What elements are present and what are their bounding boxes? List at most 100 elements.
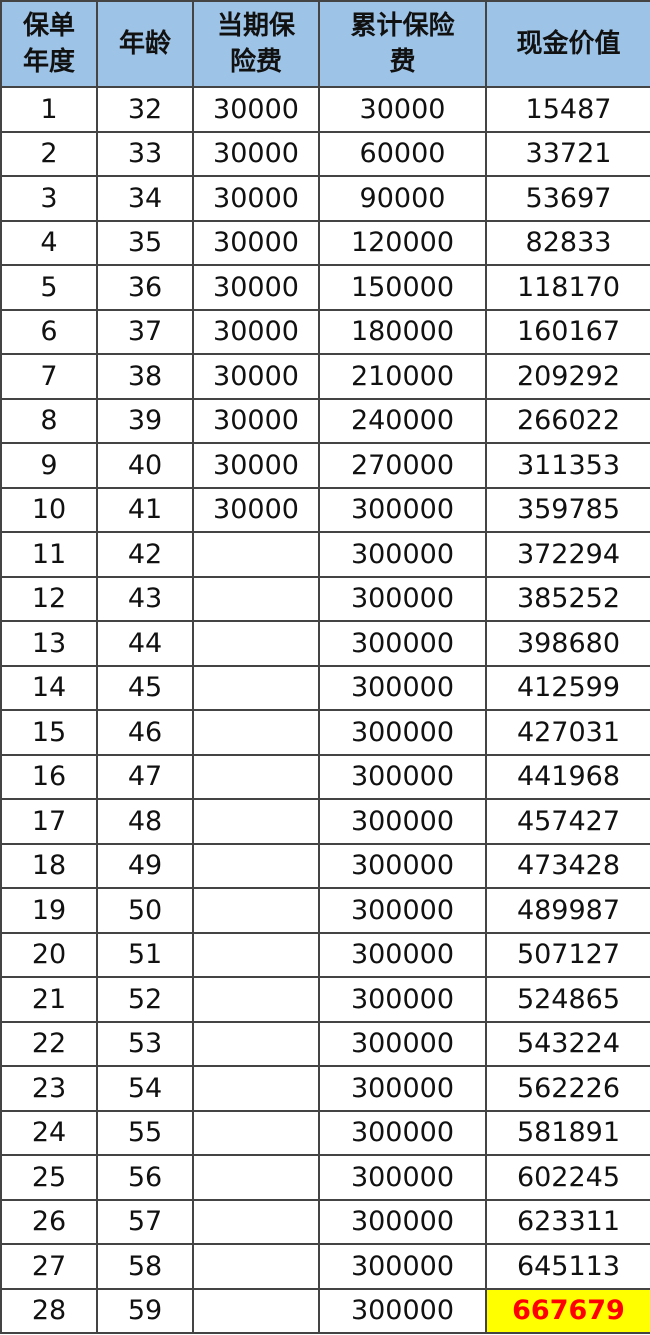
header-row: 保单 年度 年龄 当期保 险费 累计保险费 现金价值 bbox=[0, 0, 650, 88]
cell-cash-value: 15487 bbox=[485, 86, 650, 133]
cell-current-premium: 30000 bbox=[192, 219, 320, 266]
cell-policy-year: 20 bbox=[0, 931, 98, 978]
cell-current-premium bbox=[192, 1020, 320, 1067]
table-row: 6 37 30000 180000 160167 bbox=[0, 308, 650, 355]
table-row: 11 42 300000 372294 bbox=[0, 531, 650, 578]
cell-age: 42 bbox=[96, 531, 194, 578]
cell-cumulative-premium: 300000 bbox=[318, 664, 487, 711]
cell-age: 50 bbox=[96, 887, 194, 934]
cell-policy-year: 24 bbox=[0, 1109, 98, 1156]
cell-cash-value: 53697 bbox=[485, 175, 650, 222]
cell-current-premium: 30000 bbox=[192, 86, 320, 133]
cell-cumulative-premium: 300000 bbox=[318, 620, 487, 667]
cell-age: 47 bbox=[96, 753, 194, 800]
cell-policy-year: 2 bbox=[0, 130, 98, 177]
cell-cumulative-premium: 300000 bbox=[318, 1020, 487, 1067]
cell-cumulative-premium: 300000 bbox=[318, 887, 487, 934]
cell-policy-year: 6 bbox=[0, 308, 98, 355]
cell-cumulative-premium: 240000 bbox=[318, 397, 487, 444]
table-row: 1 32 30000 30000 15487 bbox=[0, 86, 650, 133]
header-current-premium: 当期保 险费 bbox=[192, 0, 320, 88]
cell-current-premium bbox=[192, 664, 320, 711]
cell-age: 46 bbox=[96, 709, 194, 756]
table-row: 10 41 30000 300000 359785 bbox=[0, 486, 650, 533]
cell-policy-year: 4 bbox=[0, 219, 98, 266]
cell-age: 53 bbox=[96, 1020, 194, 1067]
cell-age: 43 bbox=[96, 575, 194, 622]
cell-cumulative-premium: 300000 bbox=[318, 486, 487, 533]
cell-current-premium: 30000 bbox=[192, 486, 320, 533]
table-row: 13 44 300000 398680 bbox=[0, 620, 650, 667]
cell-current-premium bbox=[192, 709, 320, 756]
cell-policy-year: 18 bbox=[0, 842, 98, 889]
cell-policy-year: 17 bbox=[0, 798, 98, 845]
cell-age: 52 bbox=[96, 976, 194, 1023]
cell-current-premium bbox=[192, 620, 320, 667]
cell-current-premium bbox=[192, 753, 320, 800]
cell-policy-year: 21 bbox=[0, 976, 98, 1023]
cell-age: 51 bbox=[96, 931, 194, 978]
cell-age: 56 bbox=[96, 1154, 194, 1201]
cell-policy-year: 13 bbox=[0, 620, 98, 667]
cell-current-premium bbox=[192, 798, 320, 845]
table-body: 1 32 30000 30000 15487 2 33 30000 60000 33721 3 34 3… bbox=[0, 86, 650, 1334]
cell-cash-value: 473428 bbox=[485, 842, 650, 889]
cell-policy-year: 7 bbox=[0, 353, 98, 400]
cell-cash-value: 457427 bbox=[485, 798, 650, 845]
cell-policy-year: 28 bbox=[0, 1287, 98, 1334]
cell-policy-year: 26 bbox=[0, 1198, 98, 1245]
cell-current-premium: 30000 bbox=[192, 308, 320, 355]
cell-policy-year: 10 bbox=[0, 486, 98, 533]
cell-policy-year: 9 bbox=[0, 442, 98, 489]
cell-policy-year: 27 bbox=[0, 1243, 98, 1290]
table-row: 20 51 300000 507127 bbox=[0, 931, 650, 978]
cell-age: 34 bbox=[96, 175, 194, 222]
cell-current-premium bbox=[192, 1198, 320, 1245]
table-row: 17 48 300000 457427 bbox=[0, 798, 650, 845]
cell-age: 40 bbox=[96, 442, 194, 489]
cell-cash-value: 524865 bbox=[485, 976, 650, 1023]
cell-policy-year: 5 bbox=[0, 264, 98, 311]
cell-age: 35 bbox=[96, 219, 194, 266]
cell-cumulative-premium: 120000 bbox=[318, 219, 487, 266]
cell-cash-value: 489987 bbox=[485, 887, 650, 934]
cell-cumulative-premium: 90000 bbox=[318, 175, 487, 222]
table-row: 21 52 300000 524865 bbox=[0, 976, 650, 1023]
cell-current-premium bbox=[192, 1154, 320, 1201]
cell-policy-year: 1 bbox=[0, 86, 98, 133]
cell-cash-value: 266022 bbox=[485, 397, 650, 444]
cell-policy-year: 12 bbox=[0, 575, 98, 622]
cell-cumulative-premium: 300000 bbox=[318, 931, 487, 978]
cell-age: 55 bbox=[96, 1109, 194, 1156]
cell-current-premium bbox=[192, 1109, 320, 1156]
cell-policy-year: 3 bbox=[0, 175, 98, 222]
cell-cumulative-premium: 300000 bbox=[318, 753, 487, 800]
cell-cash-value: 311353 bbox=[485, 442, 650, 489]
cell-current-premium bbox=[192, 1243, 320, 1290]
table-row: 27 58 300000 645113 bbox=[0, 1243, 650, 1290]
cell-cumulative-premium: 300000 bbox=[318, 976, 487, 1023]
cell-cash-value: 160167 bbox=[485, 308, 650, 355]
cell-cumulative-premium: 30000 bbox=[318, 86, 487, 133]
cell-policy-year: 15 bbox=[0, 709, 98, 756]
cell-current-premium bbox=[192, 976, 320, 1023]
table-row: 4 35 30000 120000 82833 bbox=[0, 219, 650, 266]
cell-cash-value: 359785 bbox=[485, 486, 650, 533]
cell-cumulative-premium: 180000 bbox=[318, 308, 487, 355]
table-row: 15 46 300000 427031 bbox=[0, 709, 650, 756]
table-row: 22 53 300000 543224 bbox=[0, 1020, 650, 1067]
cell-current-premium: 30000 bbox=[192, 175, 320, 222]
cell-cash-value: 543224 bbox=[485, 1020, 650, 1067]
cell-cash-value: 623311 bbox=[485, 1198, 650, 1245]
table-row: 8 39 30000 240000 266022 bbox=[0, 397, 650, 444]
table-row: 19 50 300000 489987 bbox=[0, 887, 650, 934]
cell-current-premium bbox=[192, 842, 320, 889]
cell-policy-year: 23 bbox=[0, 1065, 98, 1112]
cell-age: 33 bbox=[96, 130, 194, 177]
cell-age: 36 bbox=[96, 264, 194, 311]
cell-age: 59 bbox=[96, 1287, 194, 1334]
cell-policy-year: 25 bbox=[0, 1154, 98, 1201]
cell-age: 57 bbox=[96, 1198, 194, 1245]
cell-cash-value: 507127 bbox=[485, 931, 650, 978]
